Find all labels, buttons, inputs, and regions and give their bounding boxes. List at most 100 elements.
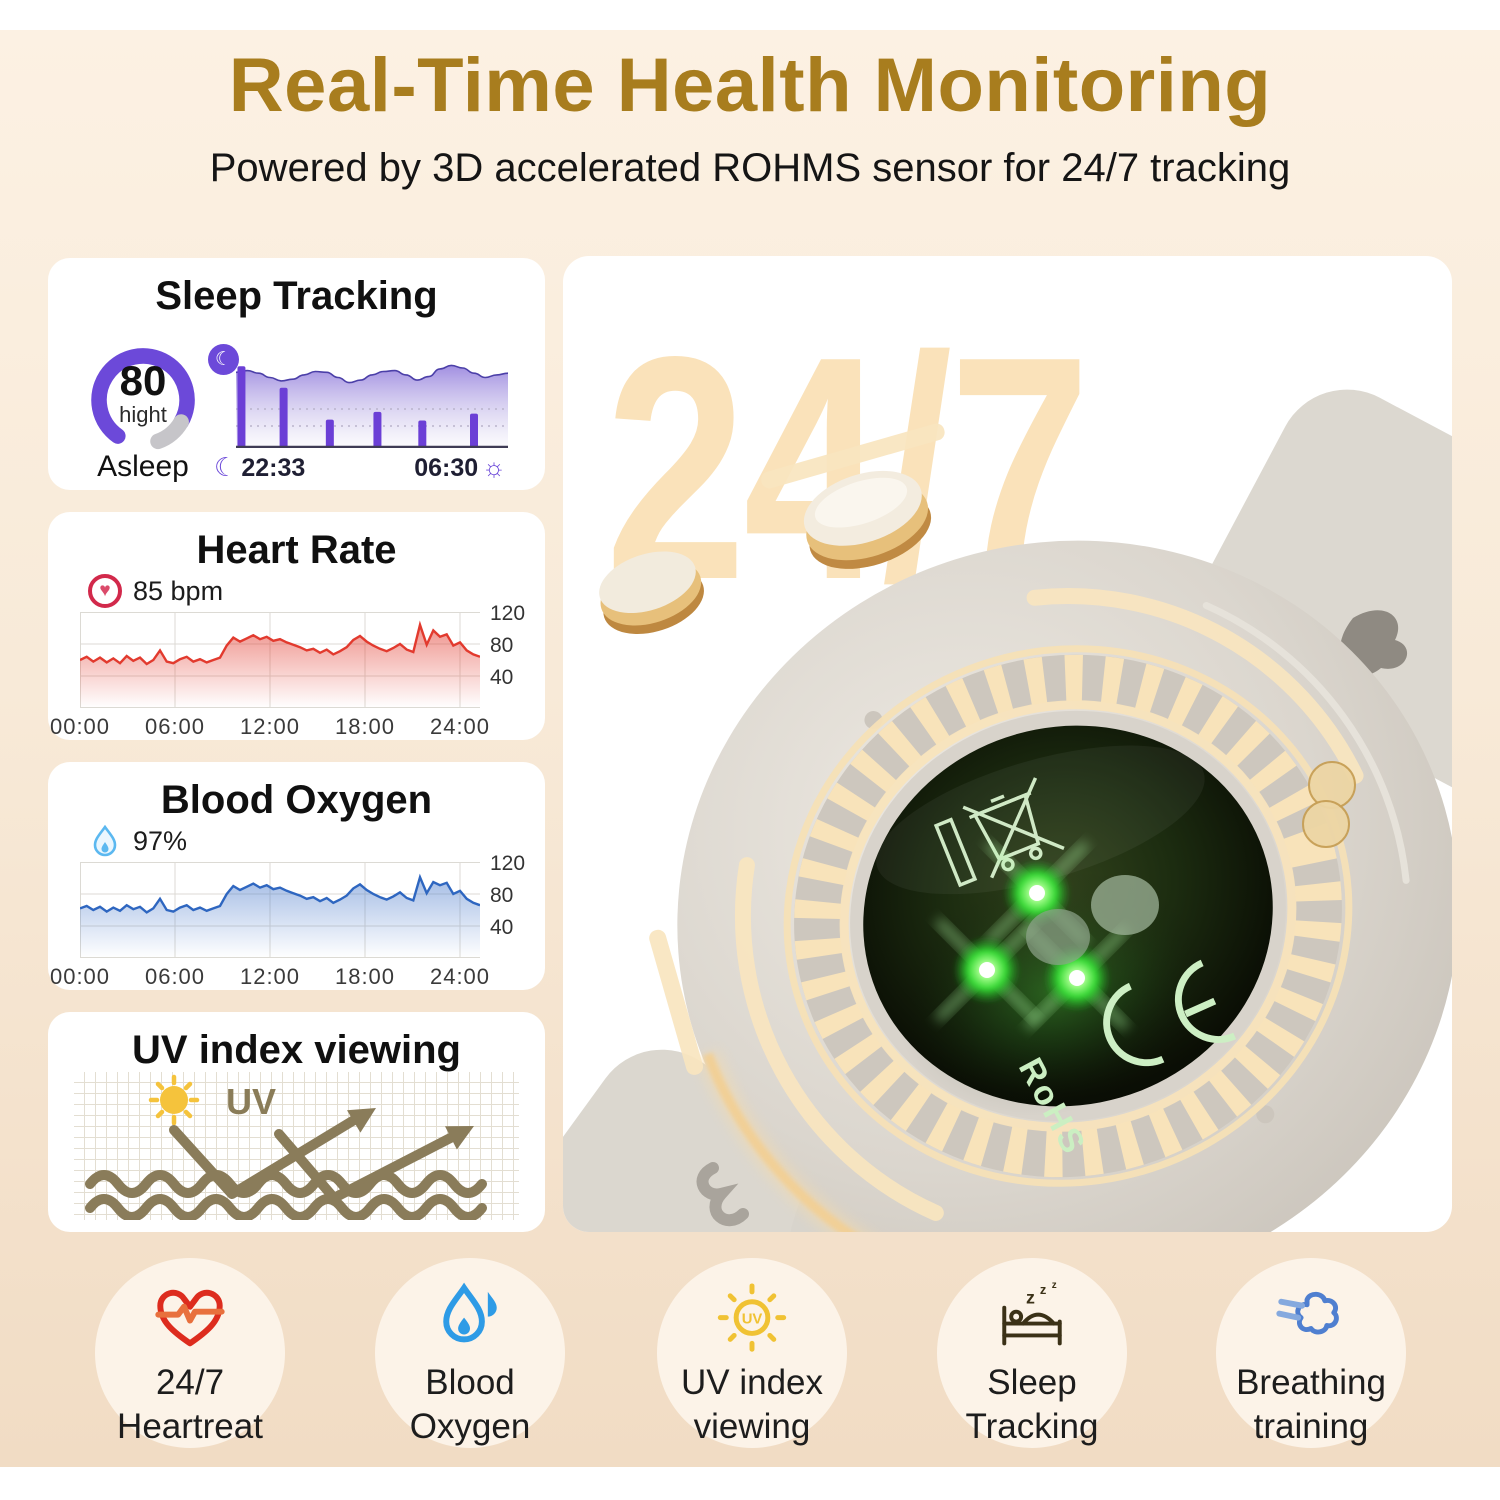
feature-label: Oxygen <box>409 1406 531 1446</box>
sleep-state-label: Asleep <box>97 450 189 483</box>
uv-card-title: UV index viewing <box>132 1028 461 1072</box>
heart-rate-card: Heart Rate ♥ 85 bpm 00:00 06:00 12 <box>48 512 545 740</box>
crescent-moon-icon: ☾ <box>214 452 238 482</box>
uv-index-card: UV index viewing UV <box>48 1012 545 1232</box>
sun-rays-icon <box>148 1074 200 1126</box>
feature-label: Blood <box>425 1363 515 1403</box>
heart-reading: 85 bpm <box>133 575 224 606</box>
uv-sun-icon: UV <box>717 1283 787 1352</box>
svg-text:z: z <box>1040 1282 1046 1297</box>
feature-label: Sleep <box>987 1363 1077 1403</box>
arrowhead <box>445 1126 474 1150</box>
sensor-leds <box>936 842 1159 1029</box>
arrowhead <box>347 1108 376 1133</box>
sensor-highlight <box>876 745 1205 895</box>
watch-strap-lower <box>563 1049 894 1232</box>
y-tick: 120 <box>490 852 526 875</box>
x-tick: 00:00 <box>49 714 111 739</box>
y-tick: 120 <box>490 602 526 625</box>
feature-label: viewing <box>693 1406 811 1446</box>
feature-sleep-tracking: z z z Sleep Tracking <box>937 1258 1127 1448</box>
led <box>936 919 1038 1021</box>
feature-blood-oxygen: Blood Oxygen <box>375 1258 565 1448</box>
x-tick: 00:00 <box>49 964 111 989</box>
hud-bar <box>649 929 704 1075</box>
uv-text: UV <box>226 1081 276 1122</box>
y-tick: 80 <box>490 634 514 657</box>
y-tick: 80 <box>490 884 514 907</box>
strap-slot <box>696 1162 749 1227</box>
tick-ring-ticks <box>794 654 1342 1178</box>
sun-icon <box>160 1086 188 1114</box>
charging-contact <box>1302 800 1350 848</box>
hud-arc <box>1026 588 1364 784</box>
smartwatch-back-photo: RoHS <box>563 389 1452 1232</box>
svg-text:z: z <box>1052 1280 1057 1291</box>
x-tick: 12:00 <box>239 714 301 739</box>
x-tick: 24:00 <box>429 714 491 739</box>
tick-ring-inner <box>839 700 1297 1132</box>
case-groove <box>1202 601 1410 884</box>
page-title: Real-Time Health Monitoring <box>228 43 1272 128</box>
gauge-progress-arc <box>91 348 195 444</box>
ce-mark <box>1103 959 1237 1067</box>
feature-label: UV index <box>680 1363 824 1403</box>
sleep-area <box>236 365 508 448</box>
x-tick: 06:00 <box>144 714 206 739</box>
uv-illustration: UV <box>74 1072 519 1220</box>
sleep-stage-chart <box>236 364 508 448</box>
oxygen-reading-row: 97% <box>88 822 187 860</box>
sleep-card-title: Sleep Tracking <box>155 274 438 318</box>
sleep-bed-icon: z z z <box>1002 1280 1062 1346</box>
hud-bar <box>761 423 945 489</box>
feature-uv-index: UV UV index viewing <box>657 1258 847 1448</box>
feature-label: Tracking <box>965 1406 1099 1446</box>
led-pad <box>1026 909 1090 965</box>
x-tick: 24:00 <box>429 964 491 989</box>
y-tick: 40 <box>490 666 514 689</box>
hero-panel: 24/7 <box>563 256 1452 1232</box>
oxygen-card-title: Blood Oxygen <box>160 778 433 822</box>
blood-oxygen-card: Blood Oxygen 97% 00:00 <box>48 762 545 990</box>
oxygen-line <box>79 873 481 914</box>
heart-chart: 00:00 06:00 12:00 18:00 24:00 120 80 40 <box>50 602 525 739</box>
feature-heart-rate: 24/7 Heartreat <box>95 1258 285 1448</box>
feature-label: 24/7 <box>155 1363 225 1403</box>
oxygen-chart: 00:00 06:00 12:00 18:00 24:00 120 80 40 <box>50 852 525 989</box>
sleep-wave-line <box>236 364 508 384</box>
sleep-start-time: 22:33 <box>241 454 306 482</box>
heart-card-title: Heart Rate <box>196 528 397 572</box>
uv-badge-text: UV <box>742 1312 763 1328</box>
x-tick: 18:00 <box>334 714 396 739</box>
sleep-end-time: 06:30 <box>414 454 479 482</box>
moon-badge-icon: ☾ <box>208 344 239 375</box>
case-dot <box>1256 1105 1275 1124</box>
x-tick: 06:00 <box>144 964 206 989</box>
feature-label: Heartreat <box>117 1406 263 1446</box>
oxygen-reading: 97% <box>133 825 188 856</box>
gold-rim-line <box>702 1052 1109 1232</box>
x-tick: 18:00 <box>334 964 396 989</box>
x-tick: 12:00 <box>239 964 301 989</box>
heart-line <box>79 620 481 666</box>
oxygen-area <box>80 877 480 958</box>
svg-text:z: z <box>1026 1288 1035 1308</box>
water-waves <box>85 1170 487 1220</box>
hud-arc <box>735 857 944 1221</box>
sleep-score-value: 80 <box>119 357 167 404</box>
heart-area <box>80 624 480 708</box>
feature-label: training <box>1253 1406 1369 1446</box>
led <box>1026 927 1128 1029</box>
crown-button-side <box>599 551 704 635</box>
water-drop-icon <box>443 1282 497 1343</box>
sleep-tracking-card: Sleep Tracking 80 hight Asleep ☾ ☾ 22:33 … <box>48 258 545 490</box>
y-tick: 40 <box>490 916 514 939</box>
sleep-time-range: ☾ 22:33 06:30 ☼ <box>210 452 510 483</box>
gauge-track-arc <box>150 414 189 450</box>
led-pad <box>1091 875 1159 935</box>
heart-reading-row: ♥ 85 bpm <box>88 572 223 610</box>
page-subtitle: Powered by 3D accelerated ROHMS sensor f… <box>209 146 1291 190</box>
crown-button-top <box>803 470 932 569</box>
breath-icon <box>1276 1291 1339 1335</box>
sleep-stage-bars <box>237 366 478 448</box>
